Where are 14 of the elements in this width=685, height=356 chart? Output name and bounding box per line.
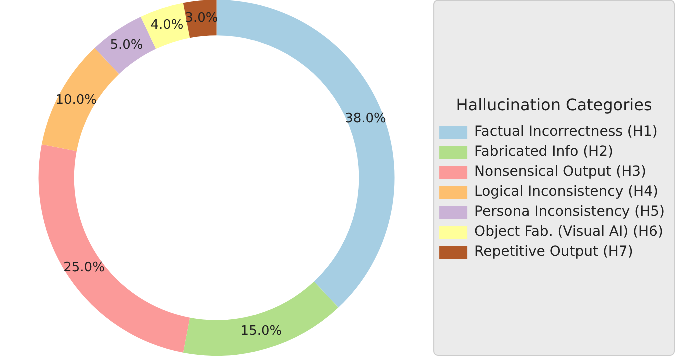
data-label: 25.0% — [64, 260, 105, 276]
legend-label: Nonsensical Output (H3) — [474, 164, 646, 180]
legend-label: Object Fab. (Visual AI) (H6) — [474, 224, 664, 240]
data-label: 38.0% — [345, 111, 386, 126]
legend-label: Repetitive Output (H7) — [474, 244, 634, 260]
data-label: 10.0% — [56, 93, 98, 108]
legend-label: Persona Inconsistency (H5) — [474, 204, 666, 220]
data-label: 5.0% — [110, 38, 144, 53]
legend-title: Hallucination Categories — [456, 96, 652, 115]
data-label: 4.0% — [150, 18, 184, 34]
legend-label: Logical Inconsistency (H4) — [474, 184, 658, 200]
legend-label: Fabricated Info (H2) — [474, 144, 614, 160]
data-label: 15.0% — [240, 324, 282, 340]
legend-label: Factual Incorrectness (H1) — [474, 124, 658, 140]
